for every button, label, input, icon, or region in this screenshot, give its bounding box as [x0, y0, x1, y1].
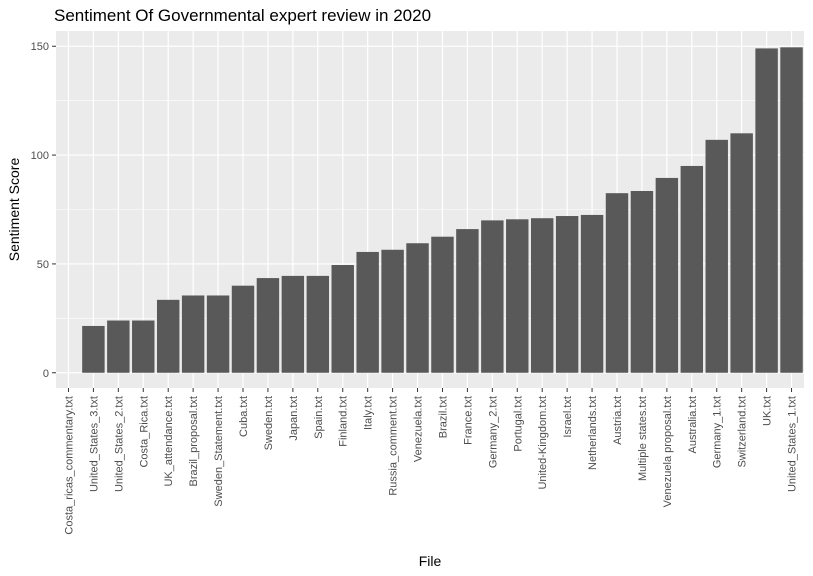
chart-title: Sentiment Of Governmental expert review …: [54, 6, 432, 25]
x-tick-label: United_States_3.txt: [88, 396, 100, 492]
bar: [331, 265, 354, 373]
x-tick-label: United_States_1.txt: [787, 396, 799, 492]
x-tick-label: Israel.txt: [562, 396, 574, 438]
x-tick-label: United-Kingdom.txt: [537, 396, 549, 490]
bar: [406, 243, 429, 373]
x-tick-label: Switzerland.txt: [737, 396, 749, 468]
bar: [132, 320, 155, 373]
x-tick-label: Italy.txt: [363, 396, 375, 430]
bar: [630, 190, 654, 373]
bar: [680, 165, 704, 373]
bar: [555, 216, 579, 373]
x-tick-label: Russia_comment.txt: [388, 396, 400, 496]
bar: [780, 47, 803, 373]
x-tick-label: Finland.txt: [338, 396, 350, 447]
bar: [306, 275, 330, 373]
bar: [580, 214, 604, 373]
bar: [231, 285, 255, 373]
x-tick-label: France.txt: [462, 396, 474, 445]
x-tick-label: Costa_Rica.txt: [138, 396, 150, 468]
x-tick-label: Germany_1.txt: [712, 396, 724, 468]
grid-minor: [56, 100, 804, 319]
bar: [530, 218, 554, 373]
x-tick-label: UK_attendance.txt: [163, 396, 175, 487]
bar: [730, 133, 753, 373]
bar: [381, 249, 404, 373]
x-tick-label: Austria.txt: [612, 396, 624, 445]
x-tick-label: Venezuela.txt: [413, 396, 425, 462]
x-tick-label: Netherlands.txt: [587, 396, 599, 470]
x-tick-label: Sweden_Statement.txt: [213, 396, 225, 507]
bar: [431, 236, 454, 373]
x-tick-label: Spain.txt: [313, 396, 325, 439]
x-tick-label: Costa_ricas_commentary.txt: [63, 396, 75, 535]
bars: [82, 47, 803, 373]
x-tick-label: UK.txt: [762, 396, 774, 426]
bar: [605, 193, 629, 373]
bar: [156, 299, 180, 373]
x-tick-label: Brazil.txt: [437, 396, 449, 438]
x-tick-label: Multiple states.txt: [637, 396, 649, 481]
bar: [107, 320, 130, 373]
bar: [705, 139, 728, 373]
bar: [181, 295, 205, 373]
bar: [456, 229, 479, 373]
bar: [82, 325, 105, 373]
x-tick-label: Sweden.txt: [263, 396, 275, 450]
x-tick-label: Germany_2.txt: [487, 396, 499, 468]
y-tick-label: 150: [31, 41, 49, 53]
bar: [206, 295, 230, 373]
bar: [281, 275, 305, 373]
y-axis: 0 50 100 150: [31, 41, 56, 380]
y-tick-label: 100: [31, 150, 49, 162]
bar: [755, 48, 778, 373]
y-tick-label: 0: [43, 368, 49, 380]
x-tick-label: United_States_2.txt: [113, 396, 125, 492]
bar: [481, 220, 504, 373]
x-tick-label: Cuba.txt: [238, 396, 250, 437]
bar: [356, 251, 379, 373]
y-axis-title: Sentiment Score: [6, 158, 22, 262]
bar: [506, 219, 529, 373]
x-axis-title: File: [419, 553, 442, 569]
y-tick-label: 50: [37, 259, 49, 271]
x-tick-label: Japan.txt: [288, 396, 300, 441]
x-tick-label: Australia.txt: [687, 396, 699, 453]
x-tick-label: Brazil_proposal.txt: [188, 396, 200, 487]
bar: [655, 177, 679, 373]
x-axis: Costa_ricas_commentary.txt United_States_…: [63, 388, 799, 535]
bar: [256, 278, 280, 373]
x-tick-label: Venezuela proposal.txt: [662, 396, 674, 507]
x-tick-label: Portugal.txt: [512, 396, 524, 452]
